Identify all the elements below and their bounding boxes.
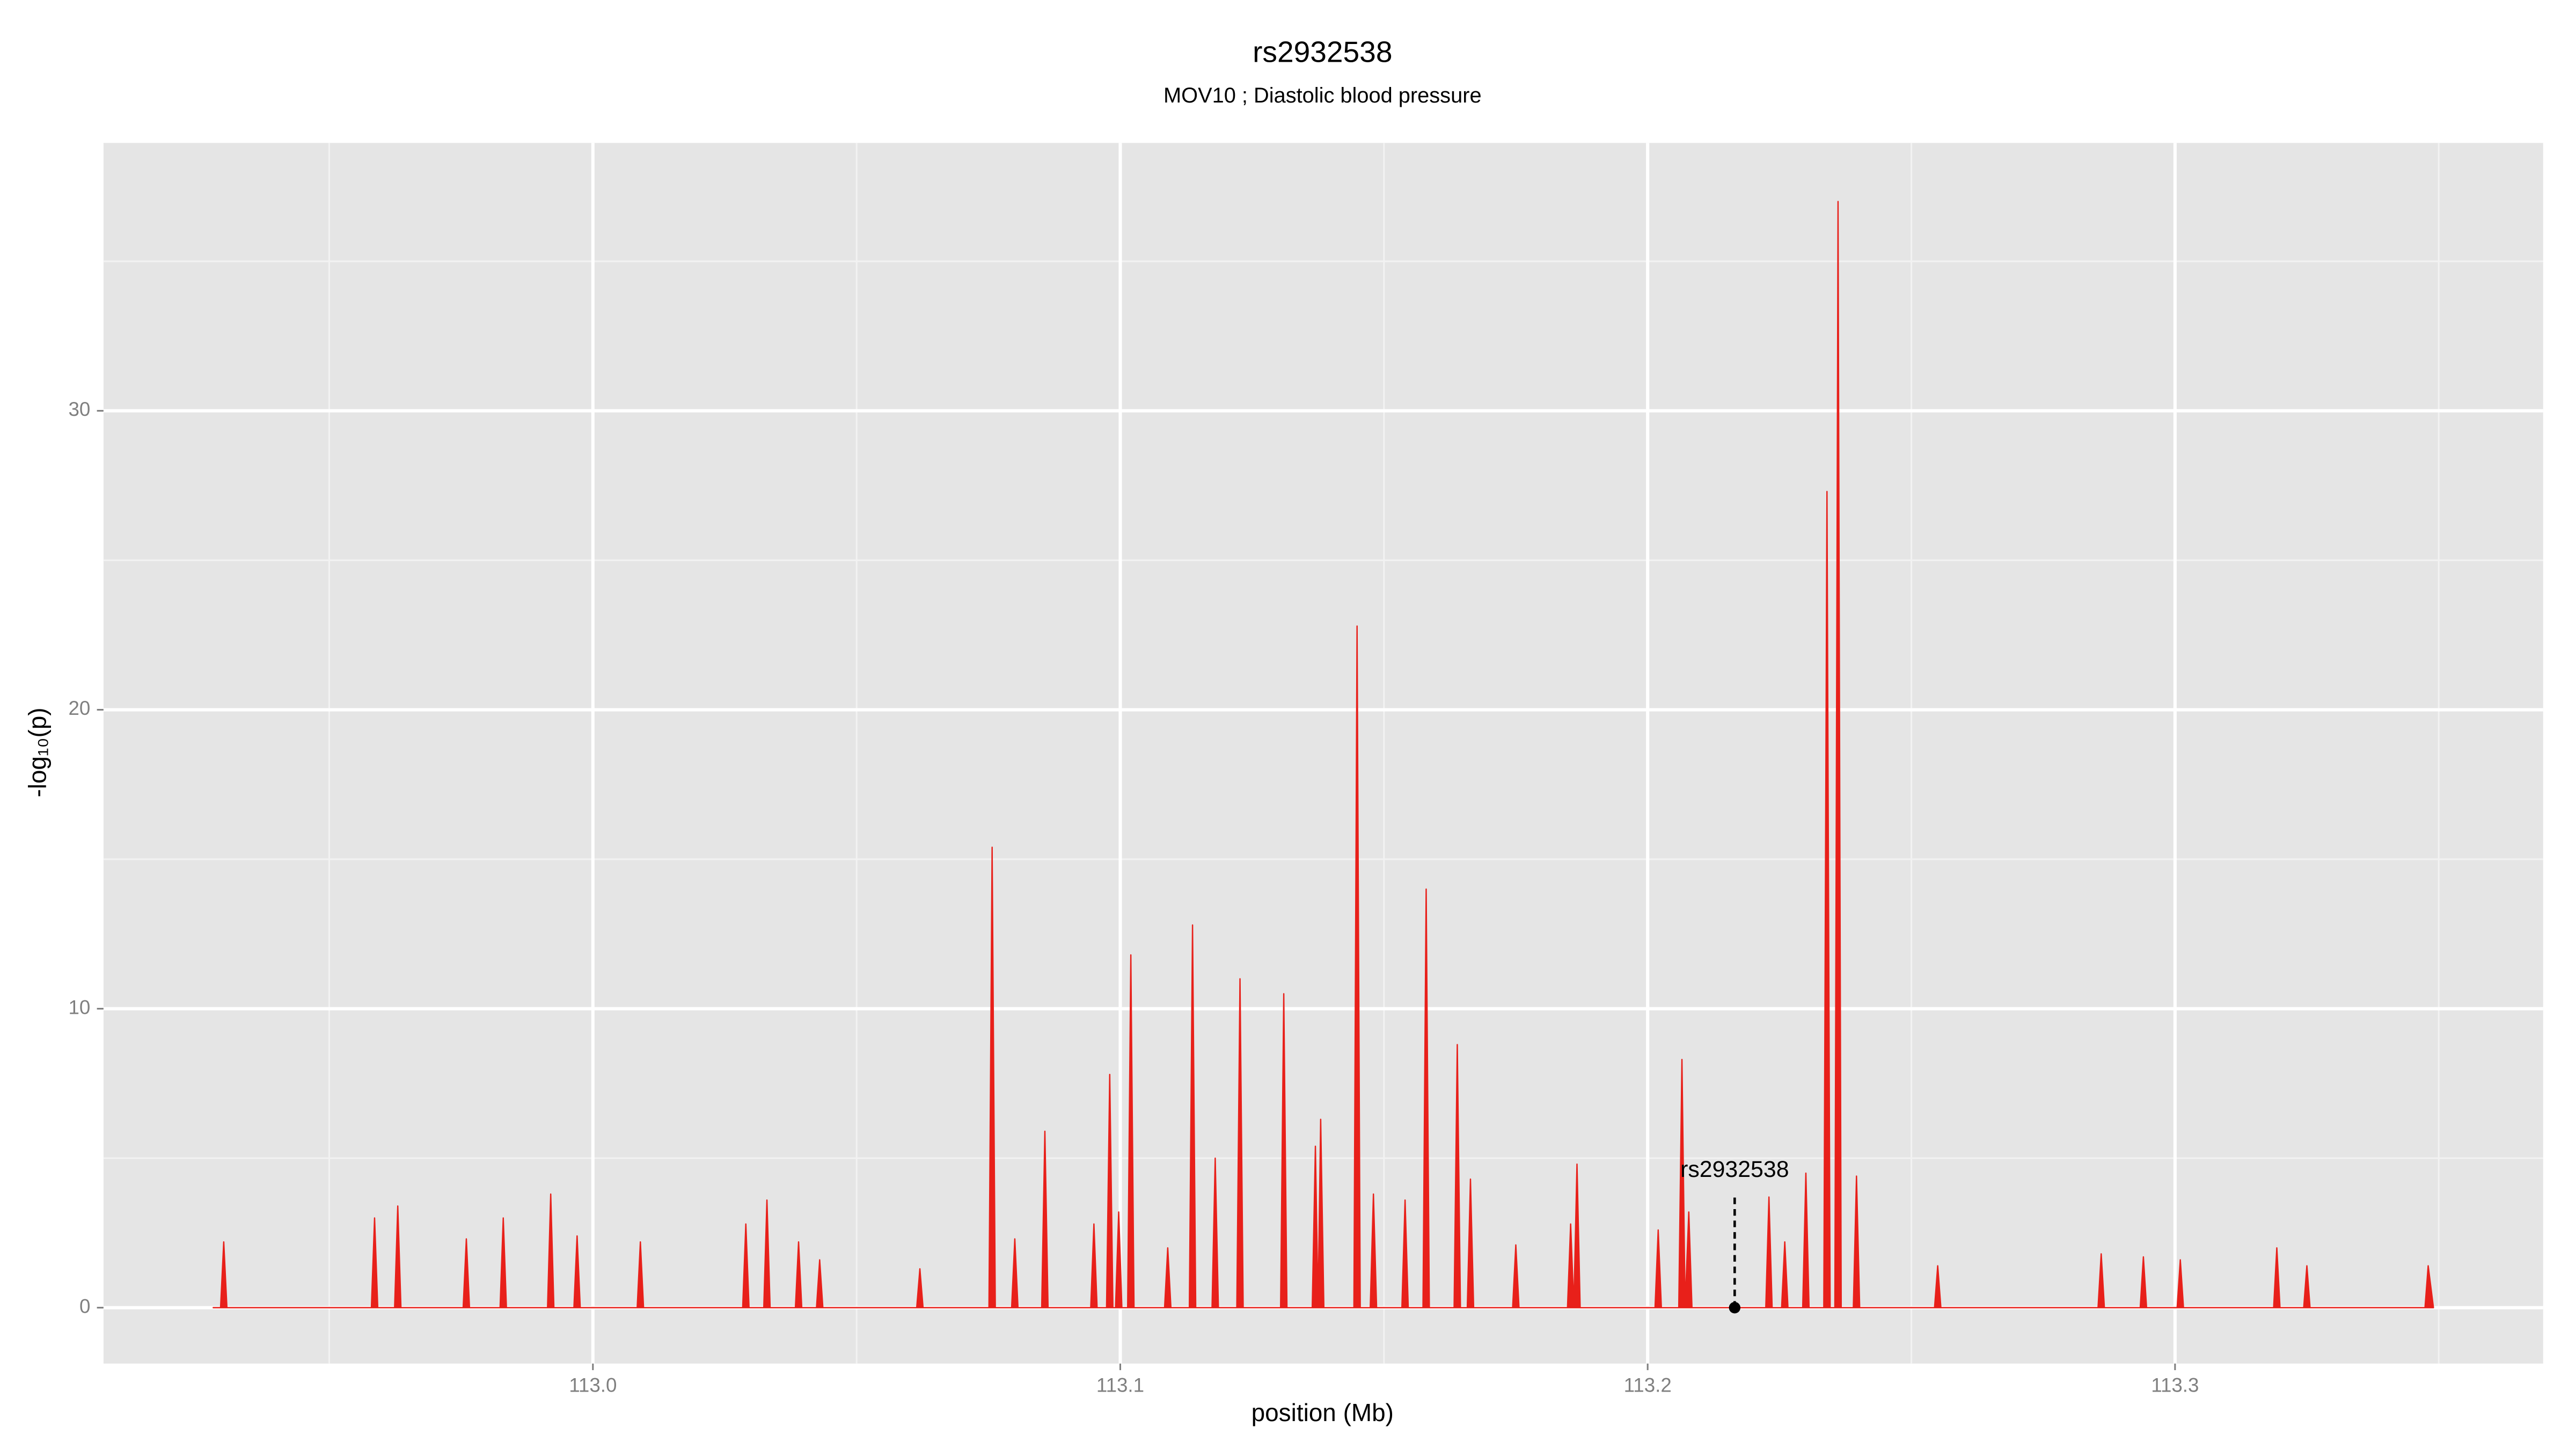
chart-title: rs2932538 [1253, 35, 1392, 69]
y-tick-label: 30 [69, 398, 91, 420]
x-tick-label: 113.3 [2151, 1374, 2199, 1396]
y-tick-label: 20 [69, 697, 91, 719]
x-tick-label: 113.0 [569, 1374, 617, 1396]
x-tick-label: 113.2 [1624, 1374, 1672, 1396]
annotation-label: rs2932538 [1680, 1157, 1789, 1182]
y-tick-label: 0 [79, 1295, 90, 1317]
chart-subtitle: MOV10 ; Diastolic blood pressure [1163, 84, 1482, 107]
y-axis-label: -log₁₀(p) [24, 707, 52, 797]
x-axis-label: position (Mb) [1252, 1399, 1394, 1426]
area [213, 201, 2434, 1308]
x-tick-label: 113.1 [1096, 1374, 1144, 1396]
plot-panel [103, 143, 2543, 1364]
annotation-point [1729, 1301, 1741, 1314]
marks: rs2932538 [213, 201, 2434, 1314]
y-tick-label: 10 [69, 996, 91, 1018]
